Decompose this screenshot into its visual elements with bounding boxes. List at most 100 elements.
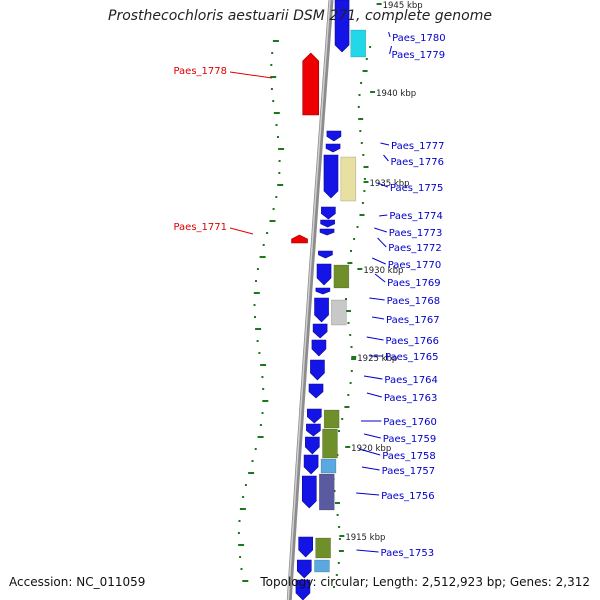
gene-label[interactable]: Paes_1776 [390, 157, 444, 168]
gene-arrow[interactable] [306, 423, 321, 437]
gc-tick [261, 376, 264, 378]
gc-tick [256, 268, 259, 270]
gc-tick [275, 196, 278, 198]
gc-tick [336, 514, 339, 516]
kbp-label: 1935 kbp [370, 179, 410, 189]
gene-label[interactable]: Paes_1764 [384, 375, 438, 386]
gene-label[interactable]: Paes_1775 [390, 183, 444, 194]
gene-arrow[interactable] [319, 228, 335, 236]
kbp-label: 1930 kbp [363, 266, 403, 276]
gc-tick [347, 394, 350, 396]
gene-label[interactable]: Paes_1773 [389, 228, 443, 239]
cog-bar[interactable] [340, 156, 357, 202]
reverse-strand-track [291, 52, 320, 244]
cog-bar[interactable] [333, 264, 350, 289]
cog-bar[interactable] [323, 409, 340, 429]
gc-tick [344, 406, 350, 408]
cog-bar[interactable] [320, 458, 337, 474]
cog-bar[interactable] [314, 559, 330, 573]
gene-label[interactable]: Paes_1763 [384, 393, 438, 404]
gc-tick [349, 382, 352, 384]
gene-arrow[interactable] [303, 454, 319, 475]
gene-arrow[interactable] [296, 559, 312, 579]
cog-bar[interactable] [350, 29, 367, 58]
gene-label[interactable]: Paes_1769 [387, 278, 441, 289]
gene-arrow[interactable] [301, 475, 317, 509]
gene-arrow[interactable] [310, 359, 325, 381]
gc-tick [260, 364, 267, 366]
gene-arrow[interactable] [307, 408, 322, 424]
gene-arrow-reverse[interactable] [291, 234, 308, 244]
cog-bar[interactable] [318, 473, 335, 511]
gc-tick [347, 322, 350, 324]
cog-bar[interactable] [315, 537, 331, 559]
gc-tick [272, 100, 275, 102]
gene-arrow[interactable] [312, 323, 328, 339]
label-leader [363, 375, 383, 380]
gene-label[interactable]: Paes_1758 [382, 451, 436, 462]
gc-tick [275, 124, 278, 126]
gene-label[interactable]: Paes_1774 [389, 211, 443, 222]
gc-tick [335, 574, 338, 576]
cog-bar[interactable] [331, 299, 347, 326]
gc-tick [255, 280, 257, 282]
backbone-highlight [287, 0, 331, 600]
gc-tick [253, 304, 256, 306]
label-leader [229, 71, 273, 79]
gene-label[interactable]: Paes_1756 [381, 491, 435, 502]
gene-arrow[interactable] [316, 263, 332, 286]
gene-arrow[interactable] [295, 579, 311, 600]
gene-arrow-reverse[interactable] [302, 52, 320, 116]
gene-arrow[interactable] [323, 154, 339, 199]
gc-tick [244, 484, 247, 486]
label-leader [379, 214, 388, 217]
gc-tick [358, 118, 364, 120]
gene-arrow[interactable] [325, 143, 341, 153]
gene-arrow[interactable] [308, 383, 324, 399]
gene-arrow[interactable] [326, 130, 342, 142]
gene-label[interactable]: Paes_1771 [173, 222, 227, 233]
label-leader [363, 433, 381, 439]
gene-label[interactable]: Paes_1767 [386, 315, 440, 326]
forward-strand-track [295, 0, 350, 600]
gene-label[interactable]: Paes_1768 [387, 296, 441, 307]
gene-label[interactable]: Paes_1759 [383, 434, 437, 445]
gene-arrow[interactable] [298, 536, 313, 558]
gene-arrow[interactable] [315, 287, 331, 295]
label-leader [358, 448, 381, 456]
gene-arrow[interactable] [320, 219, 335, 228]
gene-label[interactable]: Paes_1779 [392, 50, 446, 61]
gc-tick [341, 418, 344, 420]
gene-arrow[interactable] [314, 297, 329, 323]
gc-tick [363, 178, 366, 180]
gene-label[interactable]: Paes_1770 [388, 260, 442, 271]
gc-tick [269, 220, 276, 222]
gc-tick [255, 328, 262, 330]
gene-labels: Paes_1778 Paes_1771 Paes_1780 Paes_1779 Paes… [173, 31, 446, 559]
gc-tick [333, 490, 336, 492]
gene-arrow[interactable] [334, 0, 350, 53]
gene-label[interactable]: Paes_1772 [388, 243, 442, 254]
gc-tick [277, 136, 279, 138]
gene-label[interactable]: Paes_1753 [381, 548, 435, 559]
gene-arrow[interactable] [311, 339, 327, 357]
label-leader [389, 45, 393, 55]
gene-label[interactable]: Paes_1760 [383, 417, 437, 428]
gc-tick [270, 88, 273, 90]
gene-label[interactable]: Paes_1765 [385, 352, 439, 363]
gc-tick [333, 586, 335, 588]
gene-arrow[interactable] [321, 206, 336, 220]
kbp-tick [370, 91, 376, 93]
gene-arrow[interactable] [305, 436, 320, 455]
cog-bar[interactable] [322, 428, 338, 459]
gene-label[interactable]: Paes_1766 [386, 336, 440, 347]
gene-label[interactable]: Paes_1777 [391, 141, 445, 152]
gc-tick [278, 148, 285, 150]
gc-tick [363, 166, 369, 168]
gene-arrow[interactable] [318, 250, 333, 259]
gene-label[interactable]: Paes_1778 [173, 66, 227, 77]
kbp-tick [351, 356, 357, 358]
gene-label[interactable]: Paes_1780 [392, 33, 446, 44]
gene-label[interactable]: Paes_1757 [382, 466, 436, 477]
